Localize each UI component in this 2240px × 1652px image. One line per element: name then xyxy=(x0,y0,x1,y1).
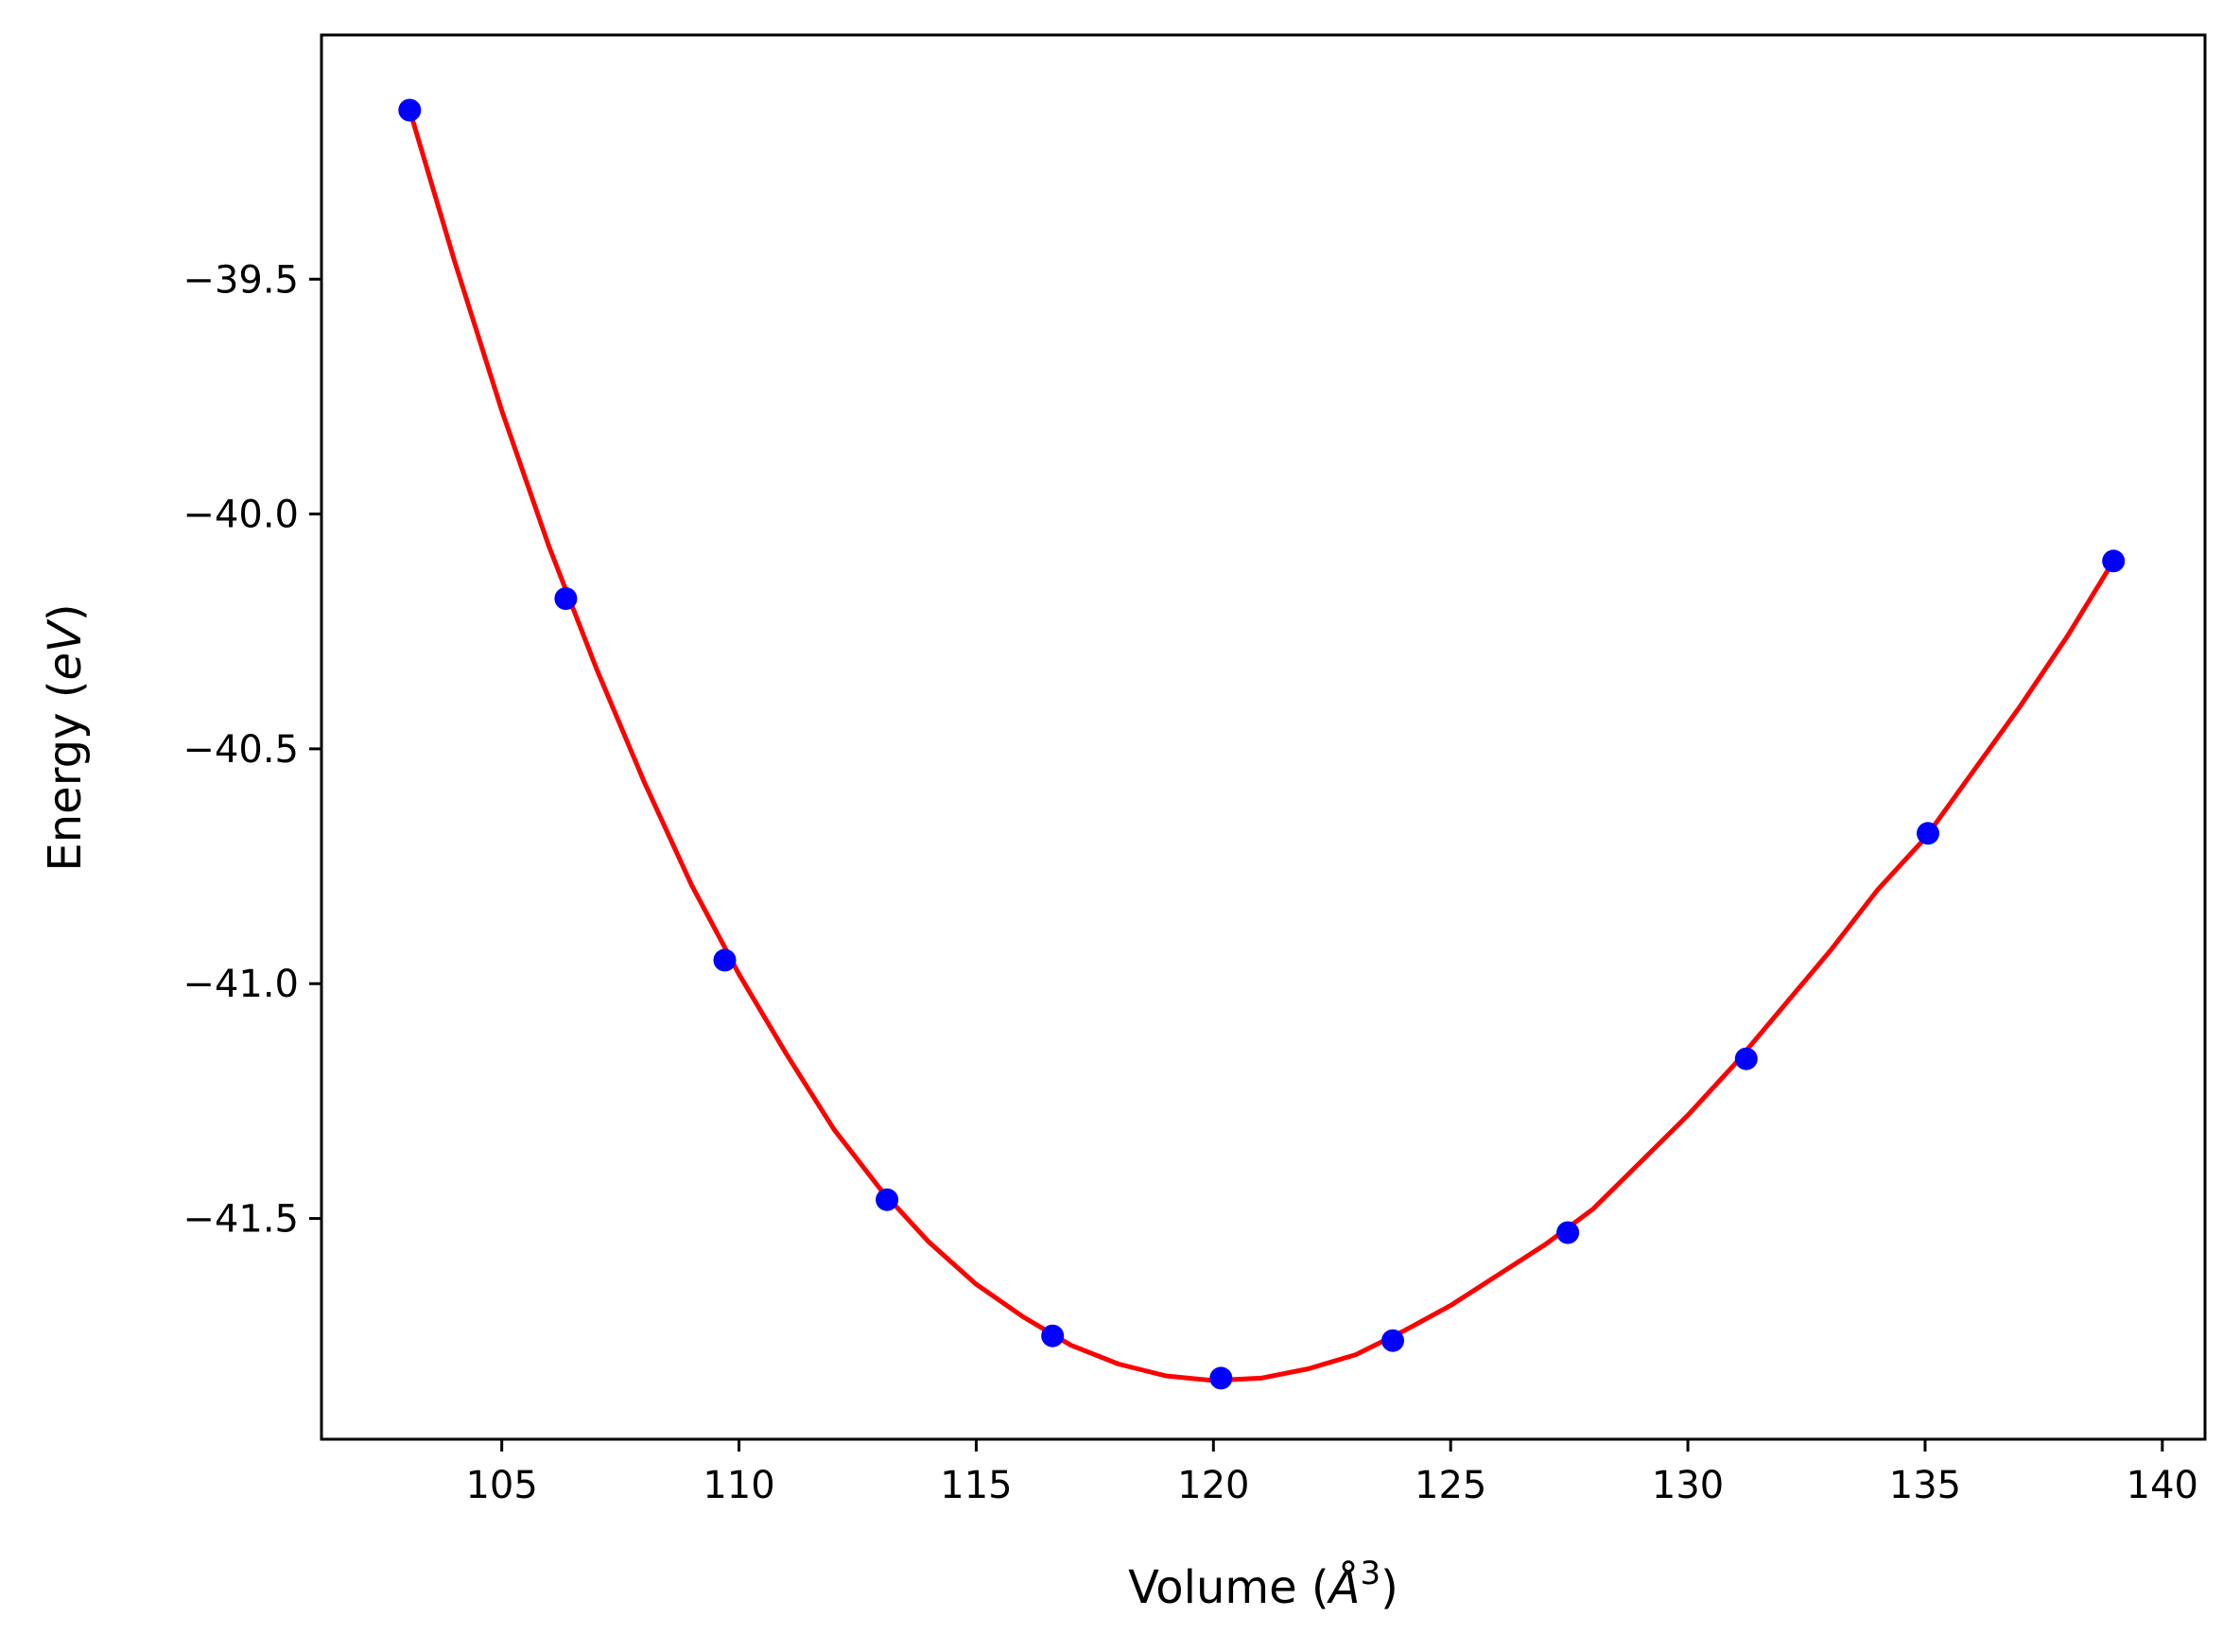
y-axis-label-close: ) xyxy=(39,603,92,621)
x-tick-label: 115 xyxy=(940,1464,1012,1507)
x-axis-label-exponent: 3 xyxy=(1360,1555,1380,1592)
axes-frame xyxy=(320,33,2207,1441)
x-axis-label-text: Volume ( xyxy=(1128,1561,1329,1614)
data-point xyxy=(1041,1324,1065,1348)
x-axis-label: Volume (Å3) xyxy=(1128,1555,1398,1614)
y-axis-ticks: −39.5 −40.0 −40.5 −41.0 −41.5 xyxy=(182,258,321,1242)
data-point xyxy=(1734,1047,1758,1070)
data-point xyxy=(1209,1366,1233,1390)
fit-curve-line xyxy=(407,109,2116,1383)
data-point xyxy=(876,1188,899,1211)
data-point xyxy=(398,98,422,122)
x-tick-label: 135 xyxy=(1889,1464,1961,1507)
data-point xyxy=(554,587,578,610)
x-axis-label-close: ) xyxy=(1380,1561,1398,1614)
y-axis-label-unit: eV xyxy=(39,618,92,681)
y-tick-label: −40.0 xyxy=(182,494,299,537)
x-tick-label: 130 xyxy=(1652,1464,1724,1507)
y-tick-label: −41.0 xyxy=(182,963,299,1006)
y-tick-label: −41.5 xyxy=(182,1198,299,1242)
x-axis-ticks: 105 110 115 120 125 130 135 140 xyxy=(465,1439,2198,1507)
data-point xyxy=(1381,1329,1404,1352)
plot-area xyxy=(398,98,2126,1390)
x-tick-label: 125 xyxy=(1415,1464,1486,1507)
data-point xyxy=(713,948,737,972)
x-tick-label: 105 xyxy=(465,1464,537,1507)
y-axis-label-text: Energy ( xyxy=(39,681,92,872)
data-point xyxy=(1556,1221,1580,1244)
data-point xyxy=(1917,822,1939,845)
y-axis-label: Energy (eV) xyxy=(39,603,92,871)
x-tick-label: 140 xyxy=(2127,1464,2198,1507)
y-tick-label: −40.5 xyxy=(182,728,299,772)
x-tick-label: 110 xyxy=(703,1464,774,1507)
data-point xyxy=(2102,549,2126,573)
x-axis-label-symbol: Å xyxy=(1327,1560,1361,1614)
x-tick-label: 120 xyxy=(1177,1464,1249,1507)
y-tick-label: −39.5 xyxy=(182,258,299,302)
